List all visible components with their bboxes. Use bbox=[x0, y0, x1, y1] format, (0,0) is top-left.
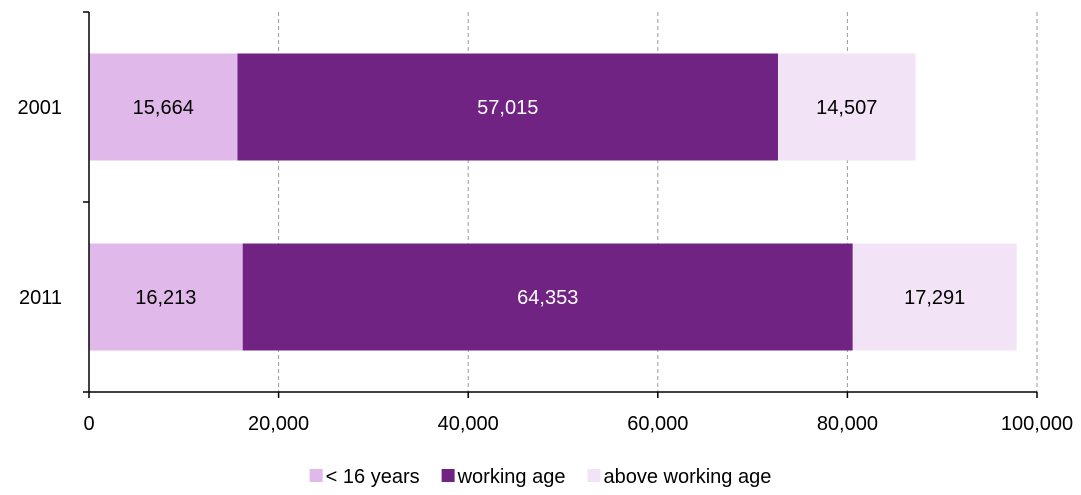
legend-label-series-2: above working age bbox=[603, 466, 771, 488]
data-label-2001-series-0: 15,664 bbox=[133, 97, 194, 119]
bar-2001-series-2 bbox=[777, 53, 916, 161]
bar-2011-series-0 bbox=[89, 243, 243, 351]
data-label-2011-series-2: 17,291 bbox=[904, 287, 965, 309]
x-tick-label-4: 80,000 bbox=[817, 413, 878, 435]
bar-2011-series-2 bbox=[852, 243, 1017, 351]
category-label-2001: 2001 bbox=[18, 97, 63, 119]
x-tick-label-2: 40,000 bbox=[438, 413, 499, 435]
data-label-2011-series-1: 64,353 bbox=[517, 287, 578, 309]
legend-label-series-0: < 16 years bbox=[326, 466, 420, 488]
x-tick-label-0: 0 bbox=[83, 413, 94, 435]
legend: < 16 years working age above working age bbox=[309, 466, 771, 488]
bar-2001-series-1 bbox=[237, 53, 778, 161]
bars: 15,664 57,015 14,507 16,213 64,353 17,291 bbox=[89, 53, 1017, 351]
legend-swatch-series-2 bbox=[587, 469, 601, 482]
category-label-2011: 2011 bbox=[19, 287, 62, 309]
legend-swatch-series-0 bbox=[309, 469, 323, 482]
data-label-2001-series-2: 14,507 bbox=[816, 97, 877, 119]
x-tick-label-5: 100,000 bbox=[1001, 413, 1073, 435]
data-label-2011-series-0: 16,213 bbox=[135, 287, 196, 309]
bar-2001-series-0 bbox=[89, 53, 238, 161]
bar-2011-series-1 bbox=[242, 243, 853, 351]
x-tick-label-3: 60,000 bbox=[627, 413, 688, 435]
x-tick-label-1: 20,000 bbox=[248, 413, 309, 435]
legend-swatch-series-1 bbox=[441, 469, 455, 482]
legend-label-series-1: working age bbox=[457, 466, 566, 488]
data-label-2001-series-1: 57,015 bbox=[477, 97, 538, 119]
axes: 2001 2011 0 20,000 40,000 60,000 80,000 100,000 bbox=[18, 11, 1073, 435]
